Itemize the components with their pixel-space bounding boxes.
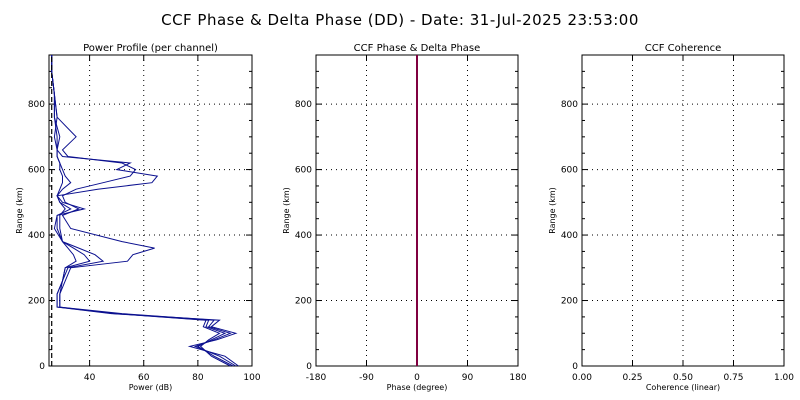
y-tick-label: 200: [28, 297, 45, 307]
power-profile-line-2: [51, 55, 237, 367]
y-tick-label: 600: [561, 166, 578, 176]
x-tick-label: 0.75: [723, 373, 743, 383]
y-tick-label: 400: [295, 231, 312, 241]
panel-3: CCF Coherence 0 200 400 600 800 0.00 0.25 0.50 0.…: [548, 43, 794, 392]
x-tick-label: 0: [414, 373, 420, 383]
x-tick-label: -180: [306, 373, 327, 383]
x-tick-label: 0.00: [572, 373, 592, 383]
x-axis-label: Coherence (linear): [646, 383, 720, 392]
x-axis-label: Power (dB): [129, 383, 173, 392]
x-tick-label: 40: [84, 373, 96, 383]
power-profile-line-1: [51, 55, 239, 367]
x-tick-label: -90: [359, 373, 374, 383]
y-tick-label: 800: [28, 100, 45, 110]
y-tick-label: 0: [572, 362, 578, 372]
panel-1: Power Profile (per channel) 0 200 400 600 800…: [15, 43, 261, 392]
panel-2: CCF Phase & Delta Phase 0 200 400 600 800 -180…: [282, 43, 527, 392]
y-tick-label: 800: [561, 100, 578, 110]
x-tick-label: 60: [138, 373, 150, 383]
y-axis-label: Range (km): [15, 187, 24, 234]
panel-title: CCF Coherence: [645, 43, 722, 54]
y-tick-label: 200: [295, 297, 312, 307]
x-axis-label: Phase (degree): [387, 383, 448, 392]
power-profile-line-4: [51, 55, 231, 367]
y-axis-label: Range (km): [548, 187, 557, 234]
x-tick-label: 0.50: [673, 373, 693, 383]
x-tick-label: 1.00: [774, 373, 794, 383]
y-tick-label: 0: [306, 362, 312, 372]
y-tick-label: 200: [561, 297, 578, 307]
y-tick-label: 600: [28, 166, 45, 176]
panel-title: Power Profile (per channel): [83, 43, 218, 54]
y-tick-label: 400: [28, 231, 45, 241]
x-tick-label: 80: [192, 373, 204, 383]
y-tick-label: 400: [561, 231, 578, 241]
panel-title: CCF Phase & Delta Phase: [354, 43, 481, 54]
figure-title: CCF Phase & Delta Phase (DD) - Date: 31-…: [161, 11, 639, 29]
plot-frame: [48, 54, 253, 367]
x-tick-label: 90: [462, 373, 474, 383]
panels: Power Profile (per channel)0200400600800…: [15, 43, 794, 392]
y-axis-label: Range (km): [282, 187, 291, 234]
y-tick-label: 0: [39, 362, 45, 372]
x-tick-label: 100: [243, 373, 260, 383]
x-tick-label: 180: [509, 373, 526, 383]
y-tick-label: 800: [295, 100, 312, 110]
x-tick-label: 0.25: [622, 373, 642, 383]
y-tick-label: 600: [295, 166, 312, 176]
